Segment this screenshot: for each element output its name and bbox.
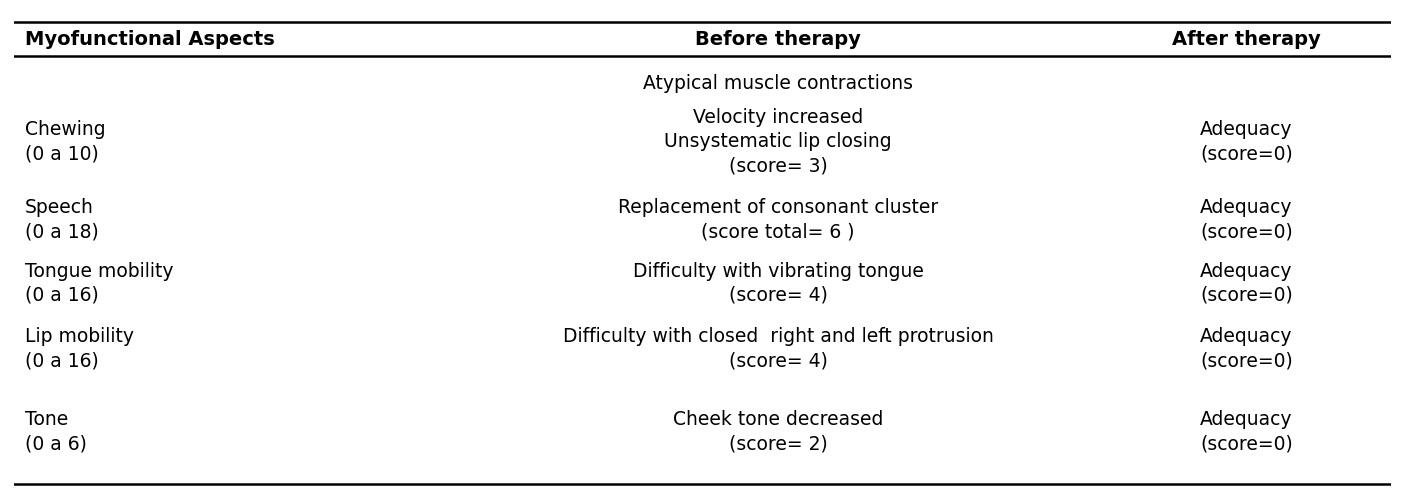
Text: Adequacy
(score=0): Adequacy (score=0): [1200, 198, 1293, 242]
Text: Difficulty with vibrating tongue
(score= 4): Difficulty with vibrating tongue (score=…: [632, 261, 923, 305]
Text: Tone
(0 a 6): Tone (0 a 6): [25, 410, 87, 454]
Text: After therapy: After therapy: [1172, 30, 1321, 49]
Text: Speech
(0 a 18): Speech (0 a 18): [25, 198, 98, 242]
Text: Adequacy
(score=0): Adequacy (score=0): [1200, 120, 1293, 163]
Text: Adequacy
(score=0): Adequacy (score=0): [1200, 327, 1293, 371]
Text: Lip mobility
(0 a 16): Lip mobility (0 a 16): [25, 327, 133, 371]
Text: Myofunctional Aspects: Myofunctional Aspects: [25, 30, 275, 49]
Text: Cheek tone decreased
(score= 2): Cheek tone decreased (score= 2): [673, 410, 884, 454]
Text: Adequacy
(score=0): Adequacy (score=0): [1200, 410, 1293, 454]
Text: Atypical muscle contractions: Atypical muscle contractions: [643, 74, 913, 93]
Text: Before therapy: Before therapy: [695, 30, 861, 49]
Text: Adequacy
(score=0): Adequacy (score=0): [1200, 261, 1293, 305]
Text: Replacement of consonant cluster
(score total= 6 ): Replacement of consonant cluster (score …: [618, 198, 939, 242]
Text: Tongue mobility
(0 a 16): Tongue mobility (0 a 16): [25, 261, 174, 305]
Text: Difficulty with closed  right and left protrusion
(score= 4): Difficulty with closed right and left pr…: [563, 327, 993, 371]
Text: Chewing
(0 a 10): Chewing (0 a 10): [25, 120, 105, 163]
Text: Velocity increased
Unsystematic lip closing
(score= 3): Velocity increased Unsystematic lip clos…: [665, 108, 892, 175]
